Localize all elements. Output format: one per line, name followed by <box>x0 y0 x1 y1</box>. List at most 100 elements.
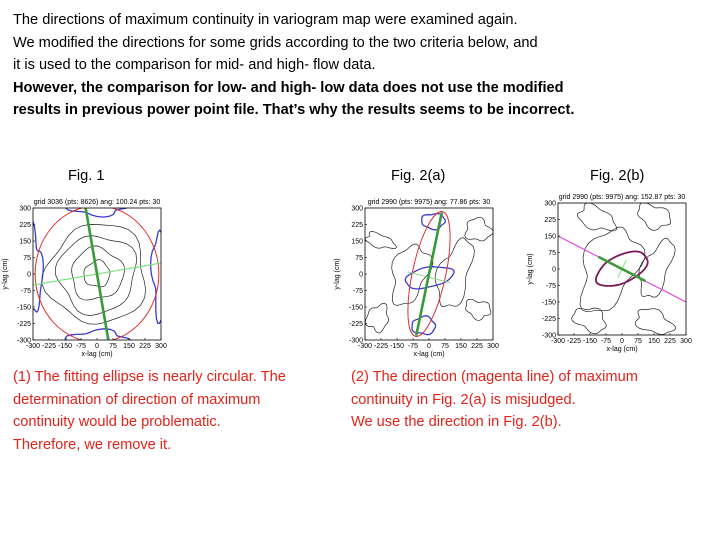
x-tick-label: -75 <box>76 343 86 350</box>
x-tick-label: -150 <box>58 343 72 350</box>
fig2b-label: Fig. 2(b) <box>590 168 645 184</box>
y-tick-label: 75 <box>23 255 31 262</box>
contour-line <box>634 308 676 335</box>
contour-line <box>579 226 646 313</box>
x-tick-label: 0 <box>427 343 431 350</box>
highlight-contour <box>149 229 161 325</box>
major-axis-line <box>597 255 647 283</box>
x-tick-label: -300 <box>26 343 40 350</box>
highlight-contour <box>65 328 132 340</box>
plot-area <box>558 203 686 335</box>
intro-line: We modified the directions for some grid… <box>13 34 538 51</box>
y-tick-label: 150 <box>544 234 556 241</box>
y-tick-label: 150 <box>19 239 31 246</box>
y-tick-label: 75 <box>548 250 556 257</box>
intro-bold-line: However, the comparison for low- and hig… <box>13 79 564 96</box>
caption-line: determination of direction of maximum <box>13 391 261 408</box>
x-axis-label: x-lag (cm) <box>413 351 444 358</box>
y-tick-label: -225 <box>349 321 363 328</box>
y-axis-label: y-lag (cm) <box>2 258 9 289</box>
y-tick-label: 0 <box>552 267 556 274</box>
y-tick-label: -225 <box>17 321 31 328</box>
caption-line: continuity would be problematic. <box>13 414 221 430</box>
caption-line: We use the direction in Fig. 2(b). <box>351 414 562 430</box>
y-tick-label: 0 <box>27 272 31 279</box>
y-tick-label: 225 <box>544 217 556 224</box>
highlight-contour <box>33 220 45 314</box>
fig2b-variogram-map: grid 2990 (pts: 9975) ang: 152.87 pts: 3… <box>527 194 692 353</box>
x-tick-label: -75 <box>408 343 418 350</box>
intro-text: The directions of maximum continuity in … <box>13 9 713 122</box>
caption-line: (2) The direction (magenta line) of maxi… <box>351 369 638 385</box>
x-tick-label: 0 <box>620 338 624 345</box>
contour-line <box>465 298 492 321</box>
intro-bold-line: results in previous power point file. Th… <box>13 102 575 119</box>
y-tick-label: -225 <box>542 316 556 323</box>
fig2a-label: Fig. 2(a) <box>391 168 446 184</box>
highlight-contour <box>404 266 455 290</box>
x-tick-label: 225 <box>139 343 151 350</box>
y-axis-label: y-lag (cm) <box>334 258 341 289</box>
y-tick-label: 225 <box>19 222 31 229</box>
caption-left: (1) The fitting ellipse is nearly circul… <box>13 366 286 456</box>
highlight-contour <box>65 208 130 218</box>
caption-line: continuity in Fig. 2(a) is misjudged. <box>351 391 576 408</box>
x-tick-label: 300 <box>487 343 499 350</box>
fig1-label: Fig. 1 <box>68 168 105 184</box>
major-axis-line <box>414 212 444 336</box>
x-axis-label: x-lag (cm) <box>606 346 637 353</box>
x-tick-label: -300 <box>358 343 372 350</box>
intro-line: it is used to the comparison for mid- an… <box>13 57 376 74</box>
y-tick-label: -150 <box>349 305 363 312</box>
y-tick-label: -150 <box>17 305 31 312</box>
contour-line <box>391 243 434 306</box>
x-tick-label: 300 <box>680 338 692 345</box>
x-tick-label: 225 <box>471 343 483 350</box>
y-tick-label: -300 <box>542 333 556 340</box>
figure-title: grid 2990 (pts: 9975) ang: 77.86 pts: 30 <box>368 199 491 206</box>
contour-line <box>637 203 672 231</box>
contour-line <box>365 302 389 334</box>
contour-line <box>83 259 111 288</box>
x-tick-label: -150 <box>390 343 404 350</box>
x-tick-label: 75 <box>634 338 642 345</box>
y-tick-label: 300 <box>544 201 556 208</box>
fig1-variogram-map: grid 3036 (pts: 8626) ang: 100.24 pts: 3… <box>2 199 167 358</box>
x-tick-label: 300 <box>155 343 167 350</box>
contour-line <box>464 216 493 242</box>
y-tick-label: 300 <box>19 206 31 213</box>
fitted-ellipse <box>407 211 451 337</box>
x-tick-label: -300 <box>551 338 565 345</box>
plot-area <box>365 211 493 337</box>
contour-line <box>41 224 146 325</box>
x-tick-label: 75 <box>441 343 449 350</box>
y-tick-label: -300 <box>349 338 363 345</box>
x-tick-label: 150 <box>648 338 660 345</box>
y-axis-label: y-lag (cm) <box>527 253 534 284</box>
x-tick-label: -75 <box>601 338 611 345</box>
contour-line <box>71 245 125 301</box>
y-tick-label: 150 <box>351 239 363 246</box>
y-tick-label: -75 <box>353 288 363 295</box>
caption-line: Therefore, we remove it. <box>13 436 172 453</box>
caption-line: (1) The fitting ellipse is nearly circul… <box>13 369 286 385</box>
figure-title: grid 3036 (pts: 8626) ang: 100.24 pts: 3… <box>34 199 161 206</box>
y-tick-label: -75 <box>546 283 556 290</box>
fitted-ellipse <box>594 250 649 287</box>
x-tick-label: 150 <box>123 343 135 350</box>
x-tick-label: -225 <box>42 343 56 350</box>
plot-area <box>33 208 161 340</box>
fitted-ellipse <box>34 208 160 340</box>
y-tick-label: 225 <box>351 222 363 229</box>
x-axis-label: x-lag (cm) <box>81 351 112 358</box>
y-tick-label: -75 <box>21 288 31 295</box>
x-tick-label: -150 <box>583 338 597 345</box>
y-tick-label: -300 <box>17 338 31 345</box>
x-tick-label: 225 <box>664 338 676 345</box>
contour-line <box>365 231 397 249</box>
x-tick-label: 0 <box>95 343 99 350</box>
intro-line: The directions of maximum continuity in … <box>13 12 518 28</box>
figure-title: grid 2990 (pts: 9975) ang: 152.87 pts: 3… <box>559 194 686 201</box>
contour-line <box>54 235 138 316</box>
contour-line <box>576 203 617 232</box>
